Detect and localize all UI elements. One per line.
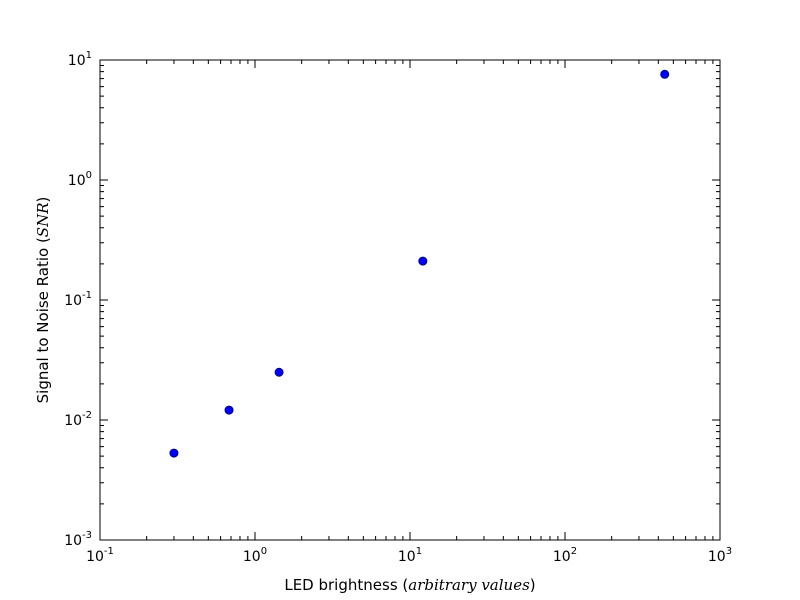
y-axis-label: Signal to Noise Ratio (SNR) bbox=[34, 197, 52, 404]
x-axis-label-prefix: LED brightness ( bbox=[284, 576, 408, 594]
y-tick-label: 10-2 bbox=[64, 410, 92, 429]
x-axis-label: LED brightness (arbitrary values) bbox=[284, 576, 535, 594]
y-tick-label: 100 bbox=[68, 170, 92, 189]
x-tick-label: 101 bbox=[398, 546, 422, 565]
data-point bbox=[274, 367, 284, 377]
data-point bbox=[660, 69, 670, 79]
x-tick-label: 10-1 bbox=[86, 546, 114, 565]
tick-labels: 10-1 100 101 102 103 10-3 10-2 10-1 100 101 bbox=[64, 50, 732, 565]
data-point bbox=[418, 256, 428, 266]
x-axis-label-suffix: ) bbox=[530, 576, 536, 594]
x-tick-label: 103 bbox=[708, 546, 732, 565]
x-tick-label: 100 bbox=[243, 546, 267, 565]
y-tick-label: 10-3 bbox=[64, 530, 92, 549]
data-points bbox=[169, 69, 670, 458]
data-point bbox=[169, 448, 179, 458]
axis-ticks bbox=[99, 59, 721, 541]
data-point bbox=[224, 405, 234, 415]
y-axis-label-math: SNR bbox=[34, 202, 52, 237]
y-tick-label: 101 bbox=[68, 50, 92, 69]
x-axis-label-math: arbitrary values bbox=[408, 576, 530, 594]
y-tick-label: 10-1 bbox=[64, 290, 92, 309]
y-axis-label-prefix: Signal to Noise Ratio ( bbox=[34, 237, 52, 403]
x-tick-label: 102 bbox=[553, 546, 577, 565]
plot-area bbox=[99, 59, 721, 541]
y-axis-label-suffix: ) bbox=[34, 197, 52, 203]
